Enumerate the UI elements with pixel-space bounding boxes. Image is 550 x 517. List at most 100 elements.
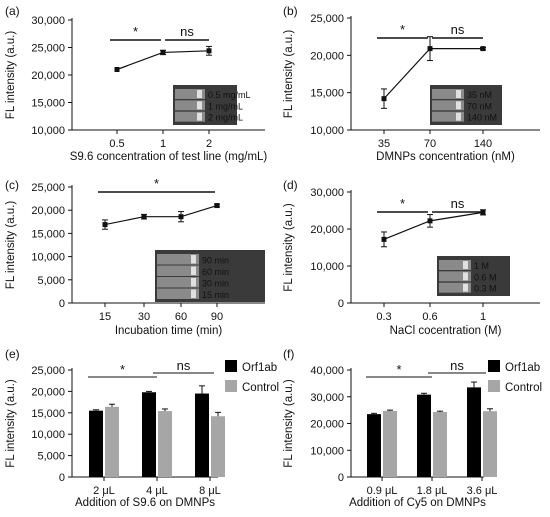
data-point [427, 46, 433, 52]
legend-label-control: Control [505, 382, 542, 394]
strip-band [456, 112, 461, 121]
x-tick-label: 3.6 μL [467, 485, 498, 497]
bar-orf1ab [195, 393, 209, 477]
x-tick-label: 90 [211, 311, 223, 323]
data-point [206, 48, 212, 54]
inset-strip-image [173, 85, 237, 125]
series-line [383, 211, 484, 240]
legend-swatch-orf1ab [488, 360, 500, 372]
strip-band [191, 266, 196, 275]
x-tick-label: 70 [424, 138, 436, 150]
significance-label: * [154, 176, 159, 191]
y-tick-label: 10,000 [31, 252, 65, 264]
data-point [480, 46, 486, 52]
y-tick-label: 0 [338, 472, 344, 484]
x-tick-label: 30 [138, 311, 150, 323]
x-tick-label: 0.3 [376, 311, 391, 323]
inset-label: 30 min [202, 279, 229, 289]
y-axis-label: FL intensity (a.u.) [5, 31, 17, 120]
y-tick-label: 0 [59, 298, 65, 310]
strip-band [197, 112, 202, 121]
significance-label: ns [451, 22, 465, 37]
bar-control [383, 410, 397, 477]
strip-band [191, 289, 196, 298]
significance-label: * [396, 362, 401, 377]
panel-label: (f) [283, 347, 294, 361]
x-tick-label: 8 μL [199, 485, 221, 497]
bar-control [211, 416, 225, 477]
y-tick-label: 10,000 [31, 429, 65, 441]
inset-strip-image [437, 256, 510, 296]
y-tick-label: 20,000 [310, 224, 344, 236]
y-tick-label: 5,000 [37, 451, 65, 463]
strip-band [197, 101, 202, 110]
y-tick-label: 25,000 [31, 365, 65, 377]
panel-d: (d) 0 10,000 20,000 30,000 FL intensity (a.u.… [283, 178, 540, 337]
data-point [427, 218, 433, 224]
strip-lane [175, 111, 205, 122]
y-tick-label: 0 [338, 298, 344, 310]
x-tick-label: 0.6 [422, 311, 437, 323]
y-axis-label: FL intensity (a.u.) [283, 379, 295, 468]
panel-b: (b) 10,000 15,000 20,000 25,000 FL intensity … [283, 4, 540, 163]
strip-band [197, 90, 202, 98]
y-tick-label: 15,000 [31, 98, 65, 110]
inset-label: 1 mg/mL [208, 101, 243, 111]
x-tick-label: 2 [206, 138, 212, 150]
inset-strip-image [430, 85, 502, 125]
y-tick-label: 25,000 [31, 182, 65, 194]
strip-band [191, 255, 196, 264]
strip-lane [175, 100, 205, 111]
strip-lane [439, 282, 471, 293]
inset-label: 60 min [202, 267, 229, 277]
strip-lane [157, 288, 199, 299]
x-axis-label: DMNPs concentration (nM) [376, 151, 515, 163]
significance-label: ns [177, 358, 191, 373]
inset-label: 15 min [202, 290, 229, 300]
x-axis-label: Addition of S9.6 on DMNPs [75, 497, 215, 509]
panel-e: (e) 0 5,000 10,000 15,000 20,000 25,000 FL inte… [5, 347, 279, 509]
strip-band [463, 261, 468, 269]
x-tick-label: 2 μL [93, 485, 115, 497]
strip-lane [157, 254, 199, 265]
bar-control [105, 406, 119, 477]
x-tick-label: 1.8 μL [417, 485, 448, 497]
y-tick-label: 20,000 [310, 50, 344, 62]
y-axis-label: FL intensity (a.u.) [283, 203, 295, 292]
inset-label: 35 nM [467, 90, 492, 100]
y-axis-label: FL intensity (a.u.) [283, 30, 295, 119]
y-tick-label: 20,000 [31, 205, 65, 217]
x-tick-label: 1 [160, 138, 166, 150]
y-tick-label: 25,000 [310, 13, 344, 25]
x-axis-label: NaCl cocentration (M) [390, 325, 502, 337]
inset-label: 0.3 M [474, 284, 497, 294]
x-axis-label: S9.6 concentration of test line (mg/mL) [70, 151, 268, 163]
y-tick-label: 15,000 [31, 408, 65, 420]
y-tick-label: 40,000 [310, 365, 344, 377]
significance-label: * [133, 24, 138, 39]
significance-label: ns [180, 24, 194, 39]
x-tick-label: 140 [474, 138, 492, 150]
bar-orf1ab [417, 394, 431, 477]
y-tick-label: 10,000 [310, 125, 344, 137]
bar-orf1ab [367, 414, 381, 477]
x-tick-label: 1 [480, 311, 486, 323]
bar-orf1ab [89, 410, 103, 477]
data-point [381, 236, 387, 242]
strip-band [463, 283, 468, 292]
x-tick-label: 0.5 [109, 138, 124, 150]
data-point [114, 67, 120, 72]
y-axis-label: FL intensity (a.u.) [5, 379, 17, 468]
x-tick-label: 35 [378, 138, 390, 150]
y-tick-label: 25,000 [31, 43, 65, 55]
strip-lane [175, 89, 205, 99]
inset-strip-image [155, 250, 265, 302]
x-axis-label: Incubation time (min) [115, 325, 223, 337]
significance-label: ns [450, 358, 464, 373]
strip-lane [439, 260, 471, 270]
inset-label: 0.5 mg/mL [208, 90, 251, 100]
strip-lane [157, 265, 199, 276]
inset-label: 140 nM [467, 113, 497, 123]
data-point [178, 214, 184, 220]
x-tick-label: 60 [175, 311, 187, 323]
